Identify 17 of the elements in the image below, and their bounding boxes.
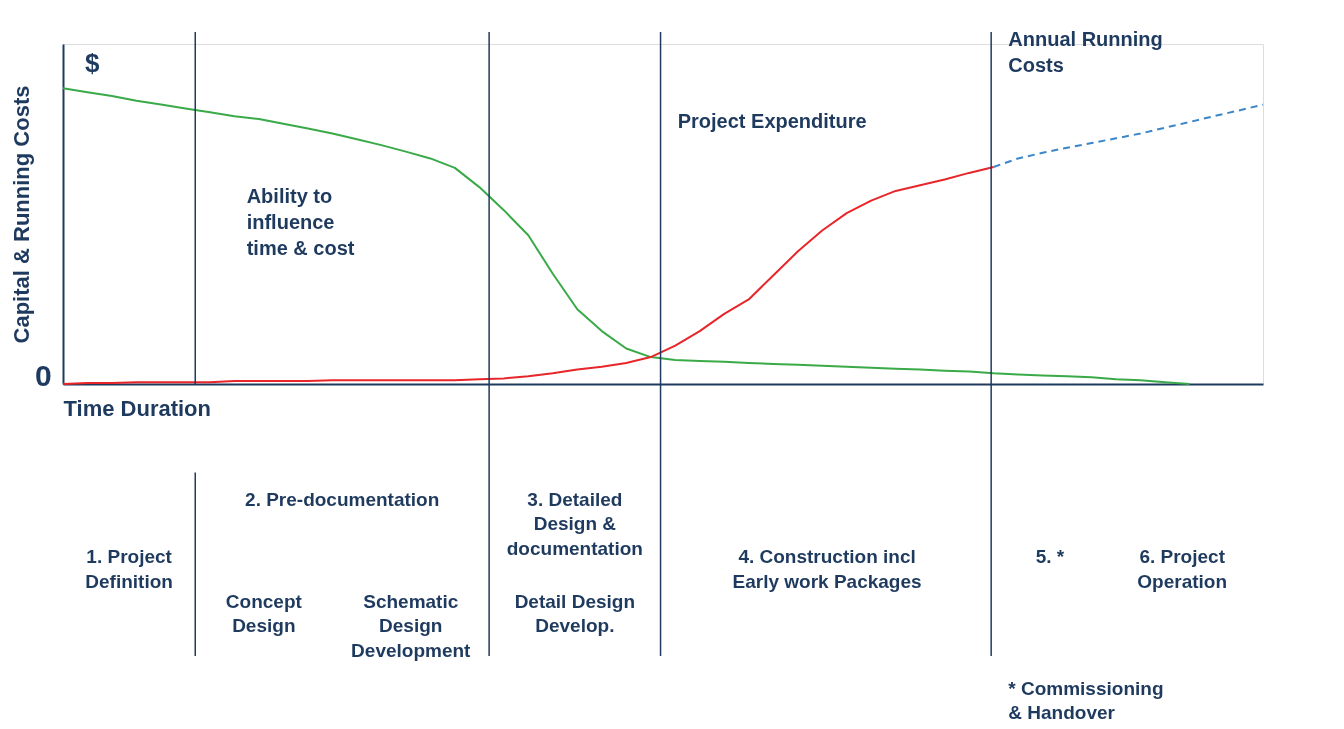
text: Annual Running Costs <box>1008 28 1163 77</box>
y-axis-title: Capital & Running Costs <box>8 85 34 344</box>
text: 1. Project Definition <box>85 546 173 593</box>
text: 5. * <box>1035 546 1065 568</box>
text: Detail Design Develop. <box>514 590 636 637</box>
x-axis-title: Time Duration <box>63 395 212 421</box>
annotation: Ability to influence time & cost <box>246 184 355 259</box>
annotation: Project Expenditure <box>677 110 867 133</box>
text: * Commissioning & Handover <box>1008 677 1164 724</box>
text: $ <box>85 48 101 79</box>
text: 3. Detailed Design & documentation <box>506 488 643 559</box>
text: 4. Construction incl Early work Packages <box>732 546 922 593</box>
text: 2. Pre-documentation <box>245 488 440 510</box>
text: Schematic Design Development <box>351 590 472 661</box>
text: 0 <box>35 359 52 393</box>
text: Concept Design <box>225 590 303 637</box>
text: 6. Project Operation <box>1137 546 1228 593</box>
